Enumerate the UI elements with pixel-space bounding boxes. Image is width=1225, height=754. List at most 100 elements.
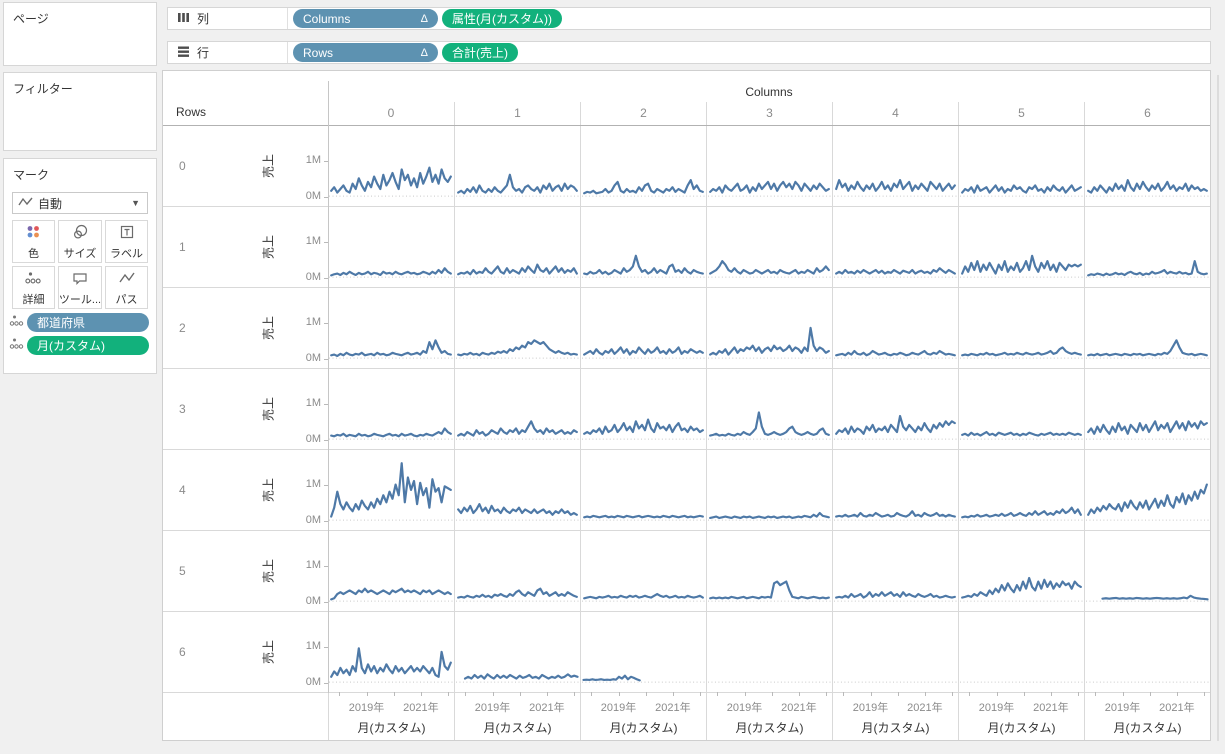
chart-pane-r2c1[interactable] xyxy=(454,288,580,368)
chart-pane-r2c3[interactable] xyxy=(706,288,832,368)
chart-pane-r2c2[interactable] xyxy=(580,288,706,368)
x-tickmark xyxy=(1051,692,1052,696)
row-header-0[interactable]: 0 xyxy=(179,159,186,173)
chart-pane-r2c6[interactable] xyxy=(1084,288,1210,368)
x-tickmark xyxy=(997,692,998,696)
pill-sum-sales[interactable]: 合計(売上) xyxy=(442,43,518,62)
chart-pane-r3c5[interactable] xyxy=(958,369,1084,449)
y-axis-title: 売上 xyxy=(260,640,277,664)
chart-pane-r3c3[interactable] xyxy=(706,369,832,449)
chart-pane-r2c0[interactable] xyxy=(328,288,454,368)
column-header-5[interactable]: 5 xyxy=(958,102,1084,125)
chart-pane-r0c3[interactable] xyxy=(706,126,832,206)
chart-pane-r4c2[interactable] xyxy=(580,450,706,530)
chart-pane-r1c5[interactable] xyxy=(958,207,1084,287)
row-header-6[interactable]: 6 xyxy=(179,645,186,659)
chart-pane-r4c6[interactable] xyxy=(1084,450,1210,530)
tooltip-button[interactable]: ツール... xyxy=(58,266,102,309)
chart-pane-r6c4[interactable] xyxy=(832,612,958,692)
chart-pane-r3c1[interactable] xyxy=(454,369,580,449)
chart-pane-r5c3[interactable] xyxy=(706,531,832,611)
chart-pane-r4c1[interactable] xyxy=(454,450,580,530)
color-button[interactable]: 色 xyxy=(12,220,55,263)
chart-pane-r4c5[interactable] xyxy=(958,450,1084,530)
x-tickmark xyxy=(339,692,340,696)
chart-pane-r6c3[interactable] xyxy=(706,612,832,692)
rows-shelf[interactable]: 行 Rows Δ 合計(売上) xyxy=(167,41,1211,64)
x-axis-col-1[interactable]: 2019年2021年月(カスタム) xyxy=(454,692,580,740)
chart-pane-r6c1[interactable] xyxy=(454,612,580,692)
chart-pane-r2c4[interactable] xyxy=(832,288,958,368)
column-header-6[interactable]: 6 xyxy=(1084,102,1210,125)
row-header-3[interactable]: 3 xyxy=(179,402,186,416)
chart-pane-r6c5[interactable] xyxy=(958,612,1084,692)
chart-pane-r5c4[interactable] xyxy=(832,531,958,611)
columns-shelf[interactable]: 列 Columns Δ 属性(月(カスタム)) xyxy=(167,7,1211,30)
column-header-1[interactable]: 1 xyxy=(454,102,580,125)
chart-pane-r3c0[interactable] xyxy=(328,369,454,449)
y-tick-0m: 0M xyxy=(306,271,321,283)
chart-pane-r5c6[interactable] xyxy=(1084,531,1210,611)
size-button[interactable]: サイズ xyxy=(58,220,102,263)
chart-pane-r0c2[interactable] xyxy=(580,126,706,206)
chart-pane-r6c0[interactable] xyxy=(328,612,454,692)
row-header-1[interactable]: 1 xyxy=(179,240,186,254)
chart-pane-r5c1[interactable] xyxy=(454,531,580,611)
x-axis-col-6[interactable]: 2019年2021年月(カスタム) xyxy=(1084,692,1210,740)
row-axis-area: 6売上1M0M xyxy=(163,612,328,692)
scrollbar[interactable] xyxy=(1217,75,1219,741)
x-axis-col-3[interactable]: 2019年2021年月(カスタム) xyxy=(706,692,832,740)
x-axis-col-4[interactable]: 2019年2021年月(カスタム) xyxy=(832,692,958,740)
pill-attr-month[interactable]: 属性(月(カスタム)) xyxy=(442,9,562,28)
chart-pane-r0c5[interactable] xyxy=(958,126,1084,206)
row-header-2[interactable]: 2 xyxy=(179,321,186,335)
pill-rows-field[interactable]: Rows Δ xyxy=(293,43,438,62)
x-tick-label: 2021年 xyxy=(529,699,564,715)
label-icon xyxy=(118,223,136,244)
chart-pane-r0c6[interactable] xyxy=(1084,126,1210,206)
chart-pane-r5c0[interactable] xyxy=(328,531,454,611)
row-header-5[interactable]: 5 xyxy=(179,564,186,578)
chart-pane-r0c1[interactable] xyxy=(454,126,580,206)
column-header-3[interactable]: 3 xyxy=(706,102,832,125)
x-axis-col-0[interactable]: 2019年2021年月(カスタム) xyxy=(328,692,454,740)
chart-pane-r4c0[interactable] xyxy=(328,450,454,530)
chart-pane-r0c4[interactable] xyxy=(832,126,958,206)
chart-pane-r1c0[interactable] xyxy=(328,207,454,287)
pages-card[interactable]: ページ xyxy=(3,2,157,66)
detail-button[interactable]: 詳細 xyxy=(12,266,55,309)
filters-card[interactable]: フィルター xyxy=(3,72,157,151)
row-header-4[interactable]: 4 xyxy=(179,483,186,497)
chart-pane-r3c6[interactable] xyxy=(1084,369,1210,449)
chart-pane-r6c6[interactable] xyxy=(1084,612,1210,692)
path-button[interactable]: パス xyxy=(105,266,148,309)
pill-columns-field[interactable]: Columns Δ xyxy=(293,9,438,28)
chart-pane-r1c2[interactable] xyxy=(580,207,706,287)
column-header-2[interactable]: 2 xyxy=(580,102,706,125)
pill-prefecture[interactable]: 都道府県 xyxy=(27,313,149,332)
pill-month-custom[interactable]: 月(カスタム) xyxy=(27,336,149,355)
x-axis-title: 月(カスタム) xyxy=(833,719,958,736)
chart-pane-r1c6[interactable] xyxy=(1084,207,1210,287)
x-axis-col-5[interactable]: 2019年2021年月(カスタム) xyxy=(958,692,1084,740)
label-button[interactable]: ラベル xyxy=(105,220,148,263)
chart-pane-r5c5[interactable] xyxy=(958,531,1084,611)
columns-shelf-text: 列 xyxy=(197,10,209,27)
x-tickmark xyxy=(493,692,494,696)
chart-pane-r1c3[interactable] xyxy=(706,207,832,287)
chart-pane-r2c5[interactable] xyxy=(958,288,1084,368)
chart-pane-r3c4[interactable] xyxy=(832,369,958,449)
x-axis-col-2[interactable]: 2019年2021年月(カスタム) xyxy=(580,692,706,740)
chart-pane-r1c1[interactable] xyxy=(454,207,580,287)
chart-pane-r0c0[interactable] xyxy=(328,126,454,206)
chart-pane-r1c4[interactable] xyxy=(832,207,958,287)
column-header-0[interactable]: 0 xyxy=(328,102,454,125)
chart-pane-r4c4[interactable] xyxy=(832,450,958,530)
column-header-4[interactable]: 4 xyxy=(832,102,958,125)
mark-type-dropdown[interactable]: 自動 ▼ xyxy=(12,192,148,214)
chevron-down-icon: ▼ xyxy=(131,198,142,208)
chart-pane-r5c2[interactable] xyxy=(580,531,706,611)
chart-pane-r4c3[interactable] xyxy=(706,450,832,530)
chart-pane-r6c2[interactable] xyxy=(580,612,706,692)
chart-pane-r3c2[interactable] xyxy=(580,369,706,449)
